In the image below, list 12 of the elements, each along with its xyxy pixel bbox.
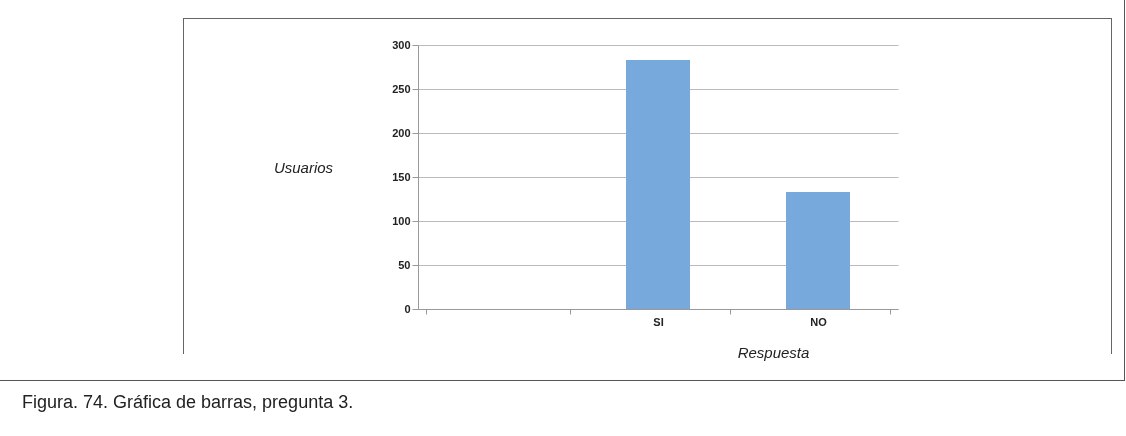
y-tick-label: 200	[392, 126, 411, 139]
y-tick-label: 250	[392, 82, 411, 95]
y-tick-label: 100	[392, 214, 411, 227]
y-tick-label: 50	[398, 258, 411, 271]
y-tick-label: 150	[392, 170, 411, 183]
y-axis-title: Usuarios	[273, 158, 334, 176]
x-axis-title: Respuesta	[737, 343, 810, 361]
y-tick-label: 0	[404, 302, 411, 315]
text: Figura. 74. Gráfica de barras, pregunta 3.	[22, 392, 354, 413]
x-tick-label: NO	[810, 315, 828, 328]
x-tick-label: SI	[653, 315, 664, 328]
y-tick-label: 300	[392, 38, 411, 51]
